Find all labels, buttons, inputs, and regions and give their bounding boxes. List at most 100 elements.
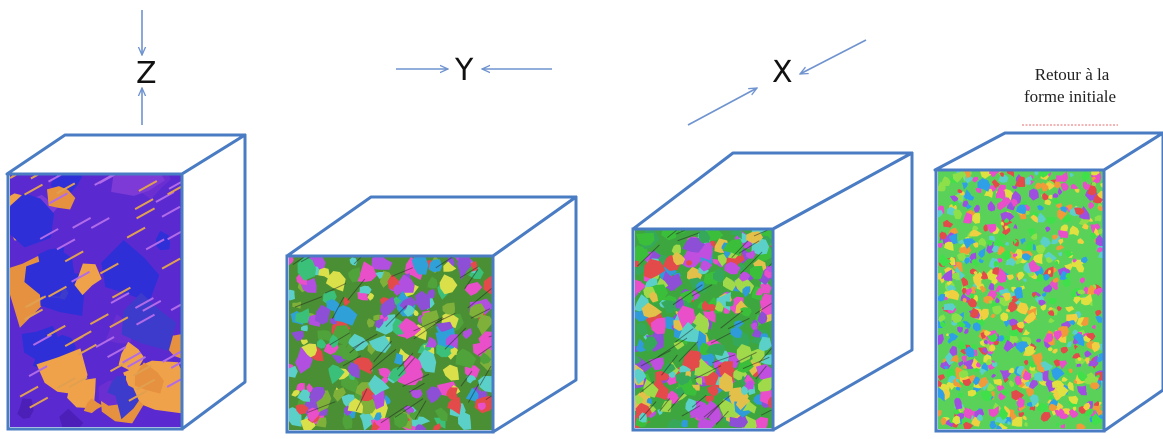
grain xyxy=(1095,315,1103,323)
grain xyxy=(714,300,724,312)
grain xyxy=(110,292,130,304)
grain xyxy=(1097,205,1104,211)
grain xyxy=(425,336,437,348)
grain xyxy=(1027,227,1036,237)
grain xyxy=(435,257,454,269)
grain xyxy=(111,286,131,299)
grain xyxy=(56,238,76,251)
grain xyxy=(957,340,966,350)
grain xyxy=(1028,361,1037,368)
grain xyxy=(446,387,458,400)
grain xyxy=(1055,202,1062,209)
grain xyxy=(1093,288,1100,295)
grain xyxy=(1044,199,1052,206)
grain xyxy=(434,407,448,422)
grain xyxy=(300,325,308,332)
grain xyxy=(1006,274,1014,281)
grain xyxy=(1014,287,1023,299)
grain xyxy=(380,404,408,424)
grain xyxy=(411,257,429,275)
grain xyxy=(739,271,751,282)
grain xyxy=(1092,355,1098,362)
grain xyxy=(940,269,953,281)
grain xyxy=(948,332,959,342)
grain xyxy=(938,387,945,402)
grain xyxy=(342,355,362,367)
grain xyxy=(1028,259,1042,272)
grain xyxy=(1038,299,1046,306)
grain xyxy=(46,324,66,337)
grain xyxy=(760,283,772,294)
grain xyxy=(755,364,773,383)
grain xyxy=(289,289,295,301)
grain xyxy=(1022,329,1030,335)
grain xyxy=(635,368,647,385)
grain xyxy=(993,260,999,268)
grain xyxy=(355,388,368,412)
grain xyxy=(731,240,749,259)
grain xyxy=(1080,317,1089,327)
grain xyxy=(968,374,977,384)
grain xyxy=(944,241,954,251)
grain xyxy=(450,347,458,355)
grain xyxy=(1029,406,1036,412)
grain xyxy=(980,270,990,280)
grain xyxy=(742,400,757,414)
grain xyxy=(1060,423,1065,429)
grain xyxy=(1016,302,1029,315)
grain xyxy=(686,260,693,266)
grain xyxy=(984,188,993,198)
grain xyxy=(1011,185,1018,189)
grain xyxy=(703,394,731,418)
grain xyxy=(1029,379,1039,390)
grain xyxy=(938,374,946,381)
grain xyxy=(1037,402,1050,412)
grain xyxy=(1062,215,1072,223)
grain xyxy=(1084,350,1092,358)
grain xyxy=(352,357,373,375)
grain xyxy=(1095,309,1102,317)
grain xyxy=(1043,333,1054,343)
grain xyxy=(719,372,734,392)
grain xyxy=(961,287,967,295)
grain xyxy=(68,376,88,389)
grain xyxy=(988,405,999,418)
grain xyxy=(348,333,369,352)
grain xyxy=(1010,198,1018,207)
grain xyxy=(992,267,1000,276)
grain xyxy=(999,370,1012,381)
grain xyxy=(1088,218,1093,222)
grain xyxy=(972,213,981,224)
grain xyxy=(126,226,146,239)
grain xyxy=(442,364,459,381)
grain xyxy=(745,250,756,259)
grain xyxy=(367,341,377,355)
grain xyxy=(1086,372,1099,383)
grain xyxy=(939,253,952,267)
grain xyxy=(1034,171,1039,176)
grain xyxy=(366,318,375,328)
grain xyxy=(1021,253,1032,261)
grain xyxy=(28,365,48,377)
grain xyxy=(373,340,392,363)
grain xyxy=(347,278,366,301)
grain xyxy=(479,366,492,386)
grain xyxy=(977,178,991,192)
grain xyxy=(999,172,1004,177)
grain xyxy=(1009,301,1018,309)
grain xyxy=(1018,411,1025,418)
grain xyxy=(946,280,953,286)
grain xyxy=(307,401,336,413)
grain xyxy=(957,252,966,261)
grain xyxy=(109,360,129,373)
grain xyxy=(107,375,127,397)
grain xyxy=(736,344,752,364)
grain xyxy=(1058,238,1064,245)
grain xyxy=(1032,253,1043,265)
grain xyxy=(136,313,156,326)
grain xyxy=(988,282,995,291)
grain xyxy=(467,286,493,309)
grain xyxy=(1022,415,1027,421)
grain xyxy=(1059,413,1069,420)
grain xyxy=(1091,182,1097,187)
